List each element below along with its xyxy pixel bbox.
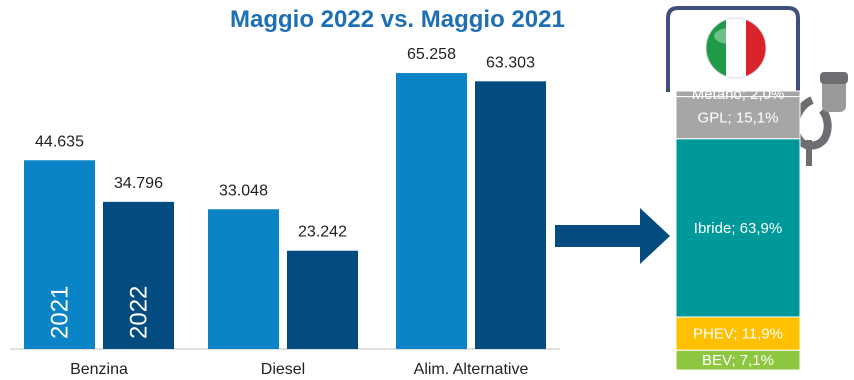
right-arrow-icon	[555, 208, 670, 264]
chart-title: Maggio 2022 vs. Maggio 2021	[230, 6, 565, 33]
segment-label-bev: BEV; 7,1%	[702, 352, 774, 369]
data-label: 44.635	[35, 133, 84, 150]
bar-diesel-2022	[287, 250, 358, 349]
category-labels: Benzina Diesel Alim. Alternative	[70, 361, 528, 378]
data-label: 63.303	[486, 54, 535, 71]
segment-label-gpl: GPL; 15,1%	[698, 110, 779, 127]
bar-group: 44.635 2021 34.796 2022 33.048 23.242 65.258 63…	[24, 46, 546, 350]
segment-label-ibride: Ibride; 63,9%	[694, 220, 782, 237]
data-label: 33.048	[219, 182, 268, 199]
bar-alim-alternative-2021	[396, 73, 467, 350]
bar-benzina-2022	[103, 201, 174, 349]
bar-diesel-2021	[208, 209, 279, 349]
bar-benzina-2021	[24, 160, 95, 349]
stacked-bar: BEV; 7,1% PHEV; 11,9% Ibride; 63,9% GPL; 15…	[675, 86, 801, 371]
data-label: 65.258	[407, 46, 456, 63]
italian-flag-icon	[705, 17, 767, 79]
series-label-2021: 2021	[47, 286, 74, 339]
data-label: 34.796	[114, 175, 163, 192]
segment-ibride	[675, 138, 801, 318]
segment-gpl	[675, 96, 801, 140]
category-label-diesel: Diesel	[261, 361, 305, 378]
pump-nozzle-icon	[822, 78, 846, 112]
category-label-alim-alternative: Alim. Alternative	[414, 361, 529, 378]
data-label: 23.242	[298, 224, 347, 241]
segment-metano	[675, 90, 801, 98]
segment-label-phev: PHEV; 11,9%	[693, 326, 783, 343]
series-label-2022: 2022	[126, 286, 153, 339]
category-label-benzina: Benzina	[70, 361, 128, 378]
segment-label-metano: Metano; 2,0%	[692, 86, 785, 103]
bar-alim-alternative-2022	[475, 81, 546, 350]
